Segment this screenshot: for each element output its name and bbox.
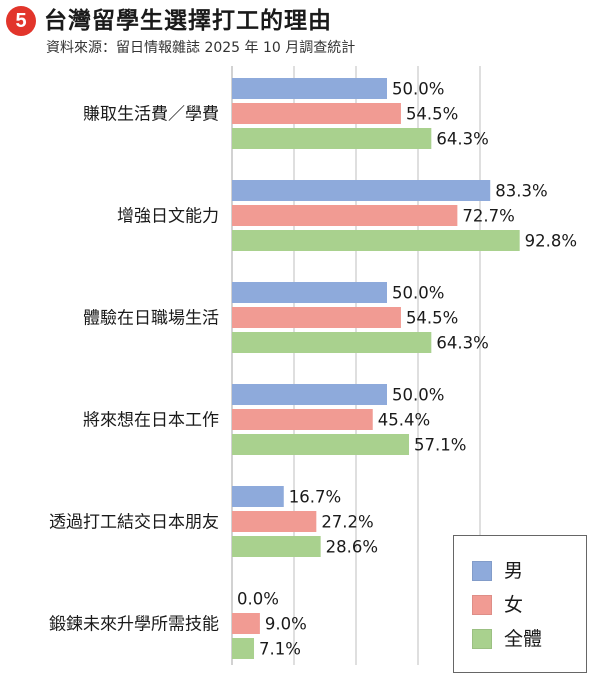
legend-swatch-total — [472, 629, 492, 649]
bar-total — [232, 128, 432, 149]
data-label-male: 50.0% — [392, 284, 444, 303]
data-label-male: 83.3% — [495, 182, 547, 201]
data-label-total: 64.3% — [436, 130, 488, 149]
legend-swatch-female — [472, 595, 492, 615]
data-label-total: 64.3% — [436, 334, 488, 353]
legend-item-female: 女 — [472, 592, 523, 618]
bar-female — [232, 613, 260, 634]
data-label-male: 16.7% — [289, 488, 341, 507]
category-label: 透過打工結交日本朋友 — [49, 513, 219, 533]
bar-male — [232, 486, 284, 507]
legend: 男 女 全體 — [453, 535, 587, 673]
bar-female — [232, 103, 401, 124]
data-label-female: 45.4% — [378, 411, 430, 430]
bar-total — [232, 638, 255, 659]
legend-label-female: 女 — [504, 594, 524, 616]
legend-label-male: 男 — [504, 560, 524, 582]
chart-source: 資料來源：留日情報雜誌 2025 年 10 月調查統計 — [46, 40, 356, 56]
category-label: 賺取生活費／學費 — [83, 105, 219, 125]
category-label: 鍛鍊未來升學所需技能 — [49, 615, 219, 635]
data-label-total: 7.1% — [259, 640, 301, 659]
category-label: 將來想在日本工作 — [83, 411, 219, 431]
data-label-male: 50.0% — [392, 80, 444, 99]
bar-male — [232, 180, 491, 201]
data-label-female: 27.2% — [321, 513, 373, 532]
chart-header: 5 台灣留學生選擇打工的理由 資料來源：留日情報雜誌 2025 年 10 月調查… — [6, 4, 594, 64]
figure-number-badge: 5 — [6, 6, 36, 36]
legend-item-male: 男 — [472, 558, 523, 584]
bar-total — [232, 230, 520, 251]
bar-total — [232, 536, 321, 557]
bar-female — [232, 307, 401, 328]
legend-item-total: 全體 — [472, 626, 542, 652]
data-label-total: 57.1% — [414, 436, 466, 455]
bar-total — [232, 434, 410, 455]
bar-female — [232, 409, 373, 430]
legend-label-total: 全體 — [504, 628, 543, 650]
bar-total — [232, 332, 432, 353]
data-label-female: 72.7% — [462, 207, 514, 226]
data-label-female: 54.5% — [406, 309, 458, 328]
category-label: 增強日文能力 — [117, 207, 219, 227]
bar-male — [232, 78, 387, 99]
legend-swatch-male — [472, 561, 492, 581]
chart-title: 台灣留學生選擇打工的理由 — [44, 8, 332, 34]
data-label-male: 0.0% — [237, 590, 279, 609]
data-label-female: 54.5% — [406, 105, 458, 124]
bar-female — [232, 511, 317, 532]
category-label: 體驗在日職場生活 — [83, 309, 219, 329]
data-label-total: 28.6% — [326, 538, 378, 557]
bar-male — [232, 384, 387, 405]
data-label-female: 9.0% — [265, 615, 307, 634]
bar-female — [232, 205, 458, 226]
bar-male — [232, 282, 387, 303]
data-label-total: 92.8% — [525, 232, 577, 251]
data-label-male: 50.0% — [392, 386, 444, 405]
